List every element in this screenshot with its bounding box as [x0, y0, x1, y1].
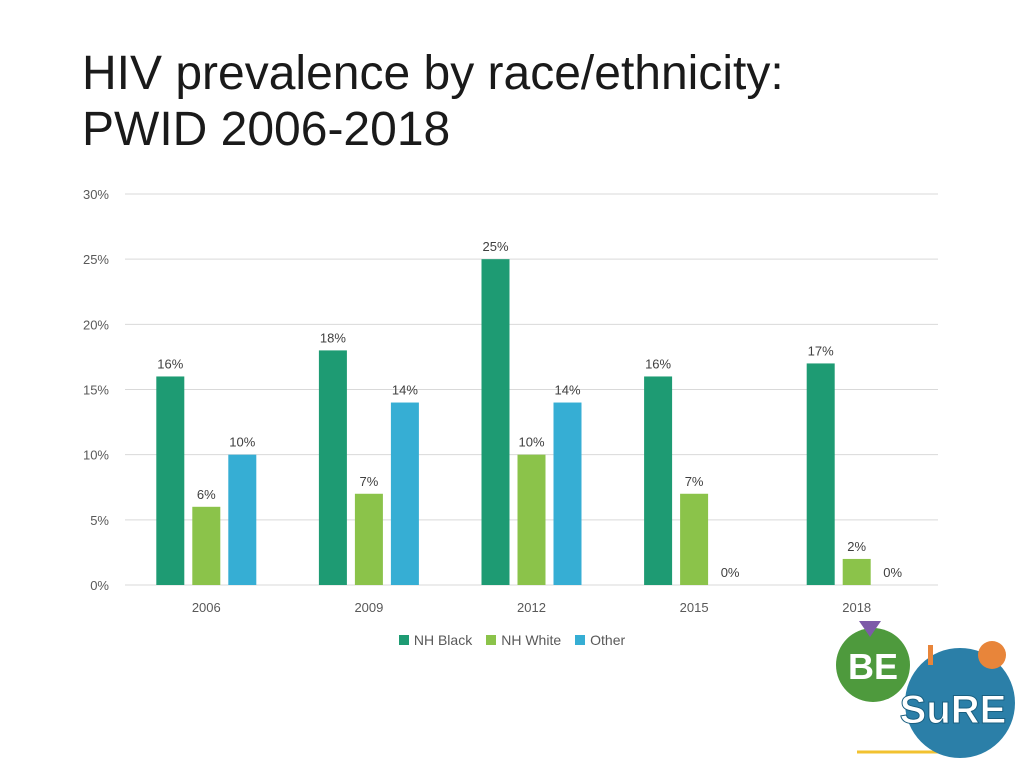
bar	[806, 363, 835, 585]
data-label: 10%	[518, 435, 544, 450]
data-label: 16%	[157, 356, 183, 371]
legend-label-nh-black: NH Black	[413, 632, 473, 648]
bar	[842, 558, 871, 585]
bar	[680, 493, 709, 585]
logo-bar	[928, 645, 933, 665]
data-labels: 16% 6% 10% 18% 7% 14% 25% 10% 14% 16% 7% 0% 17% 2% 0%	[157, 239, 902, 580]
data-label: 14%	[392, 383, 418, 398]
data-label: 10%	[229, 435, 255, 450]
legend-swatch-nh-black	[398, 635, 409, 645]
logo-be-text: BE	[848, 646, 898, 687]
slide-title-line-2: PWID 2006-2018	[82, 103, 451, 156]
slide-title-line-1: HIV prevalence by race/ethnicity:	[82, 47, 784, 100]
slide-title: HIV prevalence by race/ethnicity: PWID 2…	[82, 46, 784, 158]
legend-swatch-nh-white	[486, 635, 497, 645]
bar	[517, 454, 546, 585]
data-label: 16%	[645, 356, 671, 371]
data-label: 6%	[197, 487, 216, 502]
x-axis-tick-labels: 2006 2009 2012 2015 2018	[192, 600, 871, 615]
data-label: 7%	[685, 474, 704, 489]
legend-item-nh-white: NH White	[486, 632, 561, 648]
bar	[156, 376, 185, 585]
legend-label-other: Other	[590, 632, 626, 648]
logo-sure-text: SuRE	[900, 688, 1007, 732]
y-tick-label: 25%	[83, 252, 109, 267]
bar	[644, 376, 673, 585]
logo-orange-dot	[978, 641, 1006, 669]
besure-logo: BE SuRE	[836, 621, 1015, 758]
x-tick-label: 2015	[680, 600, 709, 615]
bar	[553, 402, 582, 585]
data-label: 0%	[721, 565, 740, 580]
x-tick-label: 2006	[192, 600, 221, 615]
data-label: 0%	[883, 565, 902, 580]
bar	[192, 506, 221, 585]
x-tick-label: 2012	[517, 600, 546, 615]
data-label: 18%	[320, 330, 346, 345]
legend-item-nh-black: NH Black	[398, 632, 473, 648]
legend-label-nh-white: NH White	[501, 632, 562, 648]
data-label: 25%	[482, 239, 508, 254]
data-label: 7%	[360, 474, 379, 489]
bar	[481, 259, 510, 585]
y-axis-tick-labels: 0% 5% 10% 15% 20% 25% 30%	[83, 187, 109, 593]
y-tick-label: 30%	[83, 187, 109, 202]
bar	[354, 493, 383, 585]
bar	[390, 402, 419, 585]
bar	[318, 350, 347, 585]
logo-triangle	[859, 621, 881, 637]
data-label: 2%	[847, 539, 866, 554]
y-tick-label: 15%	[83, 383, 109, 398]
y-tick-label: 10%	[83, 448, 109, 463]
y-tick-label: 5%	[90, 513, 109, 528]
logo-sure-circle	[905, 648, 1015, 758]
chart-legend: NH Black NH White Other	[0, 632, 1024, 648]
bar-series	[156, 259, 871, 585]
data-label: 17%	[808, 343, 834, 358]
legend-item-other: Other	[575, 632, 625, 648]
legend-swatch-other	[575, 635, 586, 645]
y-tick-label: 20%	[83, 317, 109, 332]
bar	[228, 454, 257, 585]
x-tick-label: 2009	[354, 600, 383, 615]
logo-be-circle	[836, 628, 910, 702]
y-tick-label: 0%	[90, 578, 109, 593]
data-label: 14%	[554, 383, 580, 398]
x-tick-label: 2018	[842, 600, 871, 615]
